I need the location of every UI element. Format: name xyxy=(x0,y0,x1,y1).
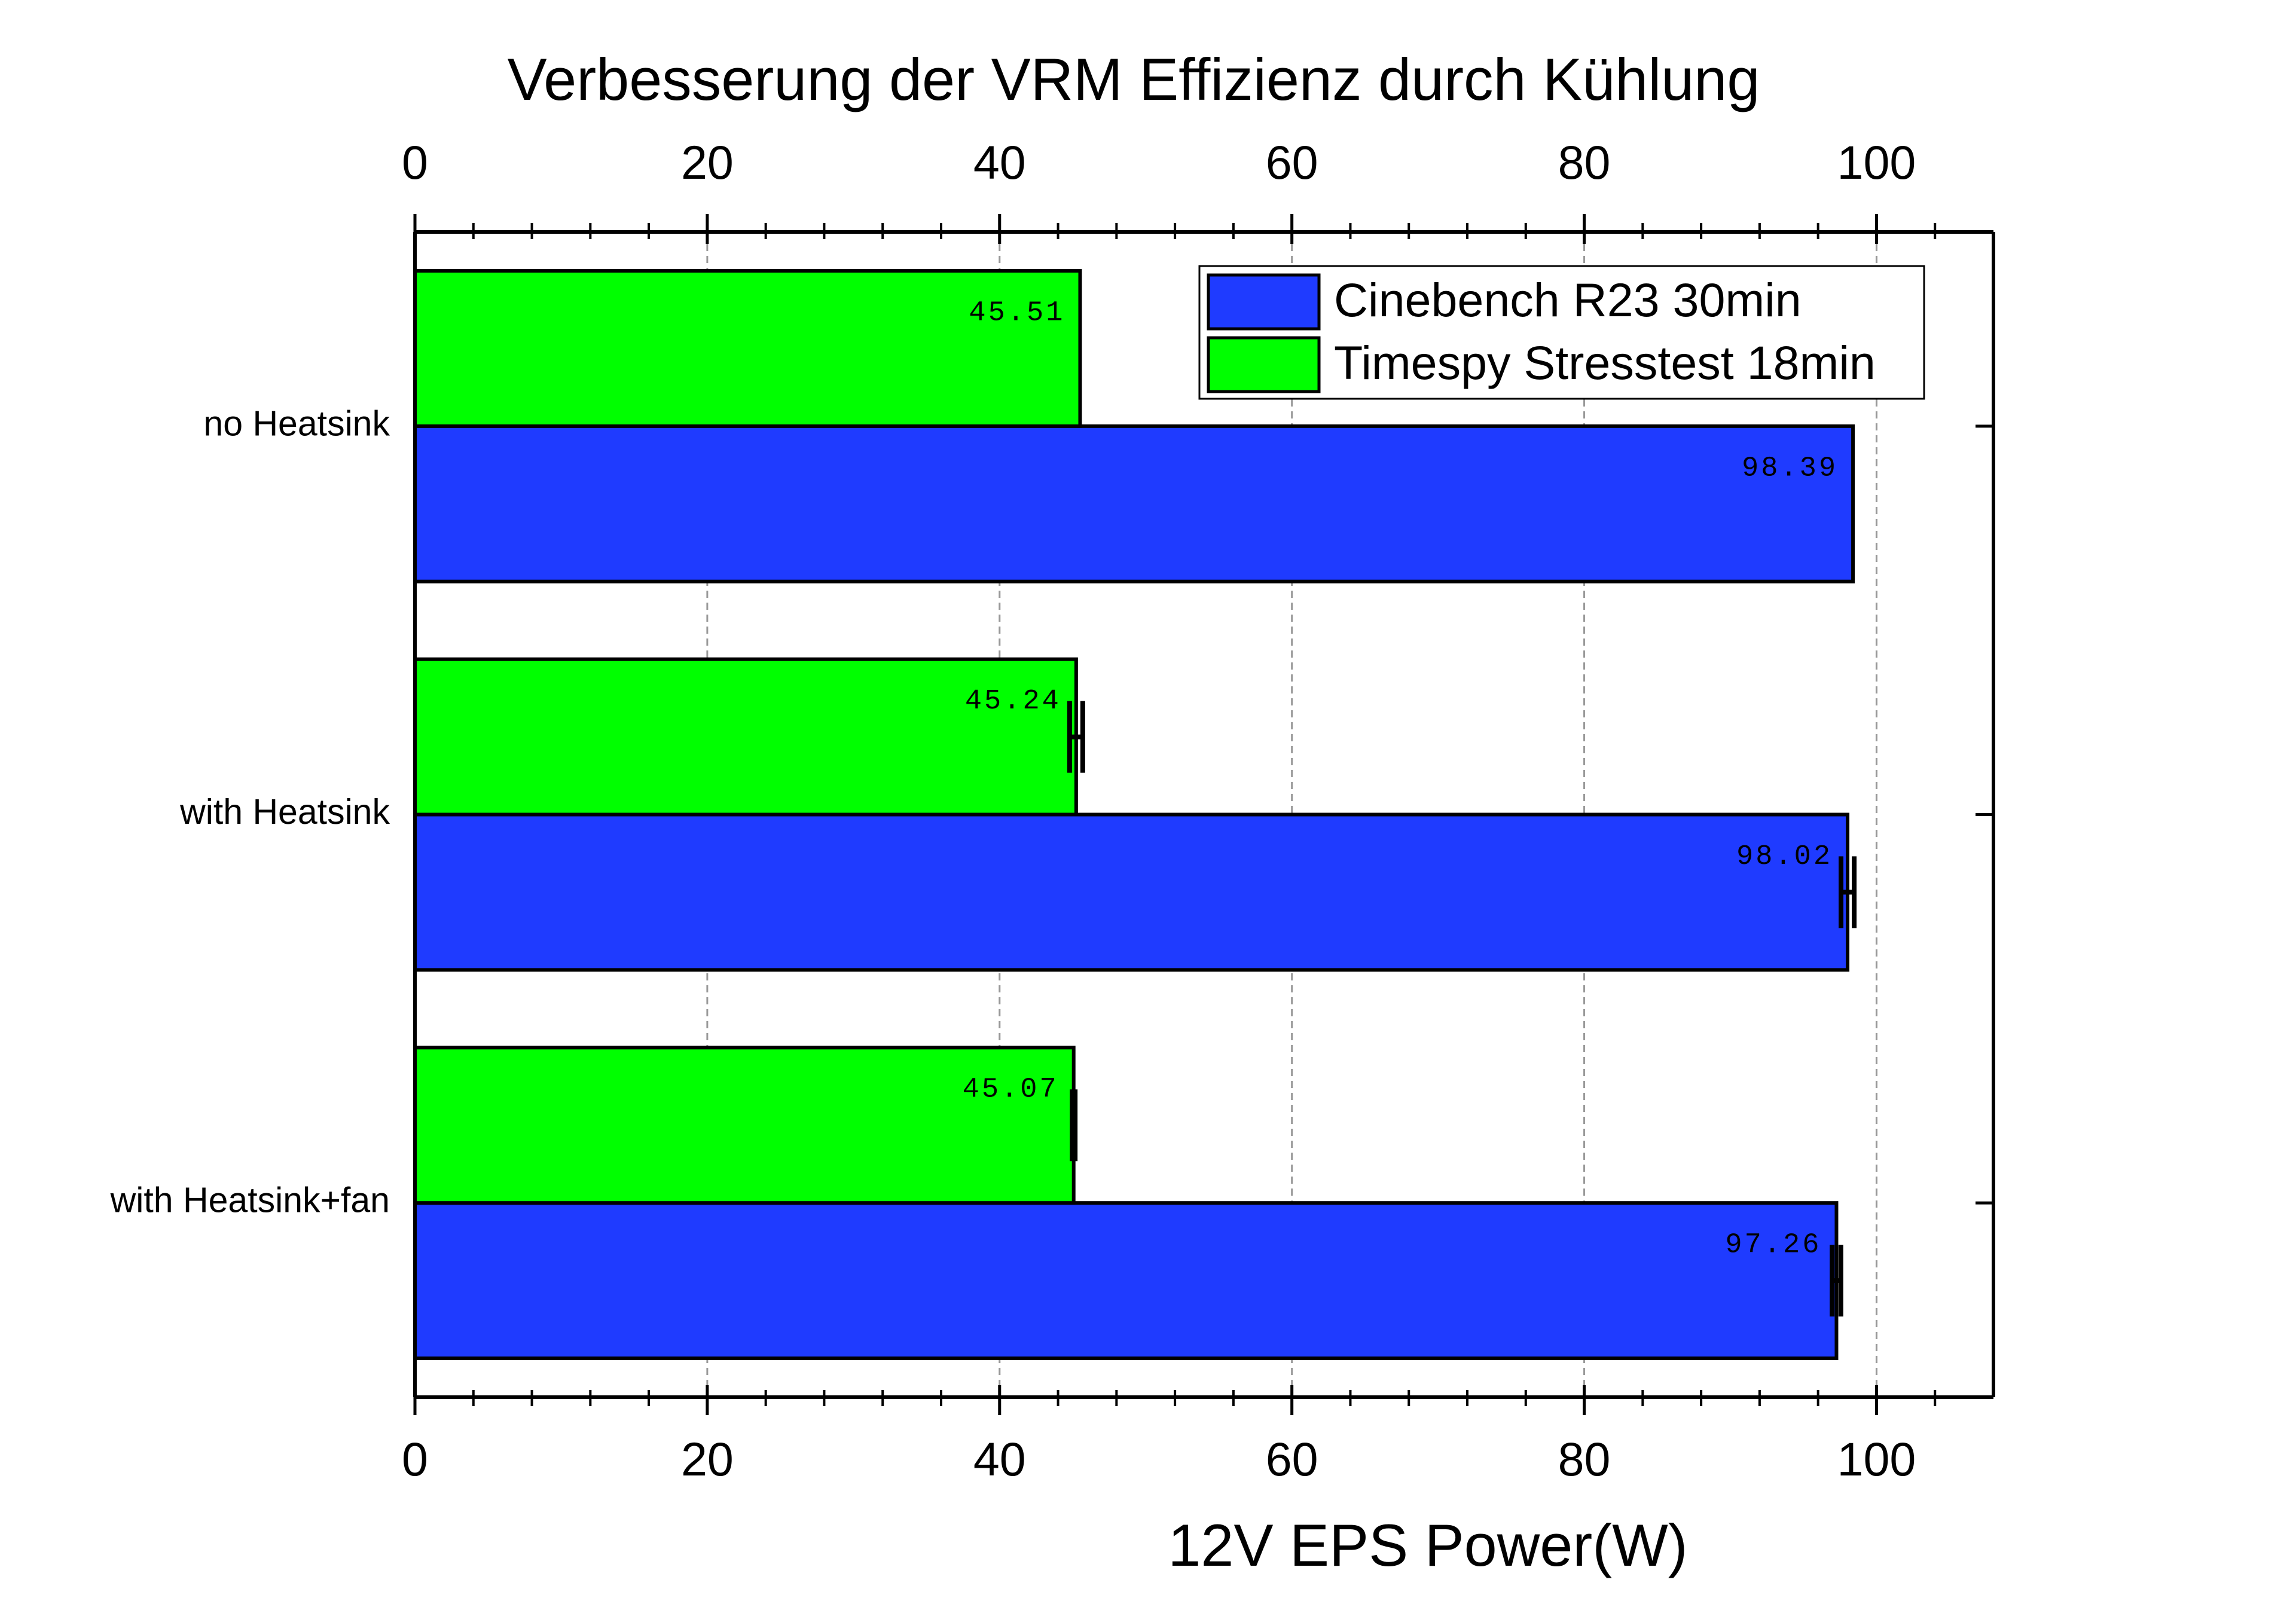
x-tick-label-top: 60 xyxy=(1266,136,1318,189)
error-bar xyxy=(1067,701,1085,773)
x-tick-label: 80 xyxy=(1558,1432,1611,1486)
x-tick-label: 60 xyxy=(1266,1432,1318,1486)
value-label: 98.39 xyxy=(1742,453,1838,484)
value-label: 45.51 xyxy=(969,297,1065,329)
x-tick-label: 100 xyxy=(1837,1432,1916,1486)
x-tick-label-top: 80 xyxy=(1558,136,1611,189)
x-tick-label: 40 xyxy=(973,1432,1026,1486)
x-tick-label-top: 20 xyxy=(681,136,734,189)
value-label: 45.07 xyxy=(963,1074,1059,1106)
error-bar xyxy=(1839,856,1857,928)
x-tick-label-top: 100 xyxy=(1837,136,1916,189)
bar xyxy=(413,268,1082,428)
x-tick-label-top: 40 xyxy=(973,136,1026,189)
chart-title: Verbesserung der VRM Effizienz durch Küh… xyxy=(508,46,1760,112)
x-tick-label: 20 xyxy=(681,1432,734,1486)
bar xyxy=(413,812,1850,972)
x-tick-label: 0 xyxy=(402,1432,428,1486)
value-label: 97.26 xyxy=(1725,1230,1821,1261)
error-bar xyxy=(1830,1245,1843,1317)
bar xyxy=(413,1046,1076,1205)
legend-swatch xyxy=(1207,336,1321,393)
bar xyxy=(413,657,1078,817)
legend-label: Timespy Stresstest 18min xyxy=(1334,336,1876,389)
legend-swatch xyxy=(1207,273,1321,331)
x-axis-label: 12V EPS Power(W) xyxy=(1168,1512,1687,1578)
y-tick-label: with Heatsink+fan xyxy=(110,1181,390,1220)
y-tick-label: no Heatsink xyxy=(203,404,390,443)
y-tick-label: with Heatsink xyxy=(179,792,390,832)
value-label: 98.02 xyxy=(1736,841,1833,873)
bar xyxy=(413,1201,1839,1361)
bar xyxy=(413,424,1855,583)
error-bar xyxy=(1070,1089,1078,1162)
value-label: 45.24 xyxy=(965,686,1061,717)
x-tick-label-top: 0 xyxy=(402,136,428,189)
legend-label: Cinebench R23 30min xyxy=(1334,273,1802,326)
